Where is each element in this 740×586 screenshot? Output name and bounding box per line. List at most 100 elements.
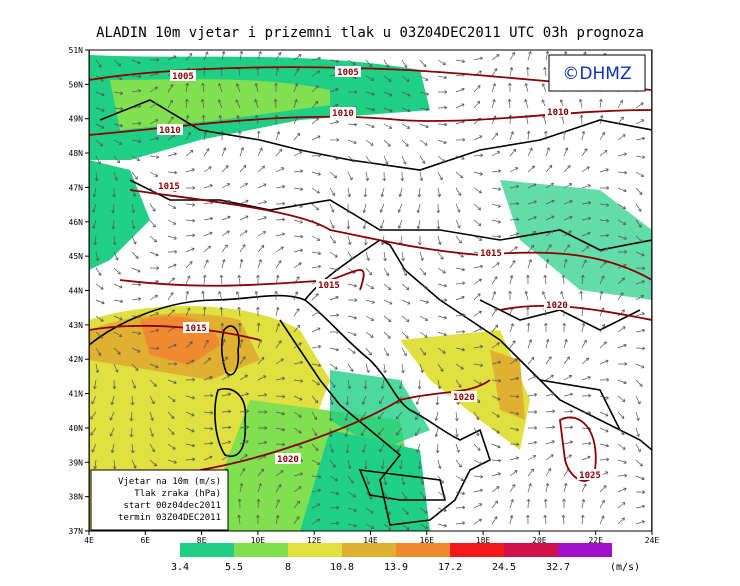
wind-arrow [473,100,481,109]
wind-arrow [397,203,403,213]
wind-arrow [455,521,466,525]
isobar-label: 1005 [337,68,359,78]
wind-arrow [293,291,299,301]
wind-arrow [527,375,537,381]
wind-arrow [599,443,609,448]
wind-arrow [113,347,121,355]
wind-arrow [275,484,282,493]
wind-arrow [293,151,303,157]
colorbar-swatch [450,543,504,557]
wind-arrow [527,200,537,205]
wind-arrow [347,235,352,245]
wind-arrow [167,411,175,419]
wind-arrow [344,427,349,437]
wind-arrow [239,356,246,365]
isobar-label-bg [335,66,361,77]
colorbar-unit: (m/s) [610,562,640,573]
wind-arrow [527,147,533,157]
wind-arrow [311,411,317,421]
wind-arrow [544,130,548,141]
wind-arrow [275,323,281,333]
wind-arrow [635,235,643,243]
wind-arrow [581,498,586,509]
wind-arrow [563,440,573,445]
wind-arrow [563,215,573,221]
wind-arrow [509,275,514,285]
wind-arrow [131,297,142,301]
wind-arrow [491,291,497,301]
isobar-label-bg [577,469,603,480]
wind-arrow [311,475,322,479]
wind-arrow [563,356,570,365]
wind-arrow [149,203,156,212]
wind-arrow [581,166,590,173]
wind-arrow [473,427,480,436]
wind-arrow [509,456,519,461]
wind-arrow [599,275,605,285]
wind-arrow [365,283,375,289]
wind-arrow [131,139,142,144]
wind-arrow [379,443,385,453]
wind-arrow [397,219,403,229]
wind-arrow [527,483,532,493]
wind-arrow [185,131,191,141]
wind-arrow [491,379,502,383]
wind-arrow [455,103,465,109]
wind-arrow [581,483,587,493]
wind-arrow [455,87,465,93]
wind-arrow [167,55,177,61]
wind-arrow [473,56,483,61]
wind-arrow [293,308,300,317]
wind-arrow [131,89,142,93]
colorbar-label: 13.9 [384,562,408,573]
wind-arrow [203,216,214,221]
wind-arrow [275,340,282,349]
wind-arrow [473,310,482,317]
wind-arrow [329,363,338,370]
wind-arrow [167,362,178,366]
wind-arrow [419,347,426,356]
wind-arrow [185,82,189,93]
wind-arrow [218,83,223,93]
wind-arrow [527,51,532,61]
wind-arrow [473,278,482,285]
wind-arrow [329,267,340,272]
wind-arrow [599,427,609,433]
wind-arrow [563,375,573,381]
wind-arrow [365,139,374,146]
wind-arrow [239,468,246,477]
wind-arrow [545,215,555,221]
wind-arrow [311,443,319,451]
wind-arrow [311,135,321,141]
wind-arrow [383,507,391,515]
wind-arrow [329,87,339,93]
isobar-label-bg [183,322,209,333]
wind-arrow [563,147,569,157]
wind-arrow [527,393,538,397]
wind-arrow [455,59,466,63]
wind-arrow [635,251,645,257]
wind-arrow [365,107,375,112]
wind-arrow [527,244,535,253]
wind-arrow [275,260,282,269]
wind-arrow [95,123,105,129]
colorbar-swatch [342,543,396,557]
wind-arrow [275,376,286,381]
wind-arrow [401,59,408,68]
wind-arrow [329,521,340,526]
wind-arrow [236,115,241,125]
wind-arrow [347,315,357,320]
wind-arrow [383,523,392,531]
wind-arrow [635,411,640,421]
wind-arrow [239,258,244,269]
wind-arrow [455,491,466,496]
wind-arrow [274,82,278,93]
wind-arrow [545,147,550,157]
wind-arrow [238,322,242,333]
wind-arrow [328,411,333,422]
wind-arrow [239,50,244,61]
wind-arrow [293,219,303,224]
wind-arrow [347,139,357,145]
wind-arrow [311,518,320,525]
lat-label: 46N [69,218,84,227]
